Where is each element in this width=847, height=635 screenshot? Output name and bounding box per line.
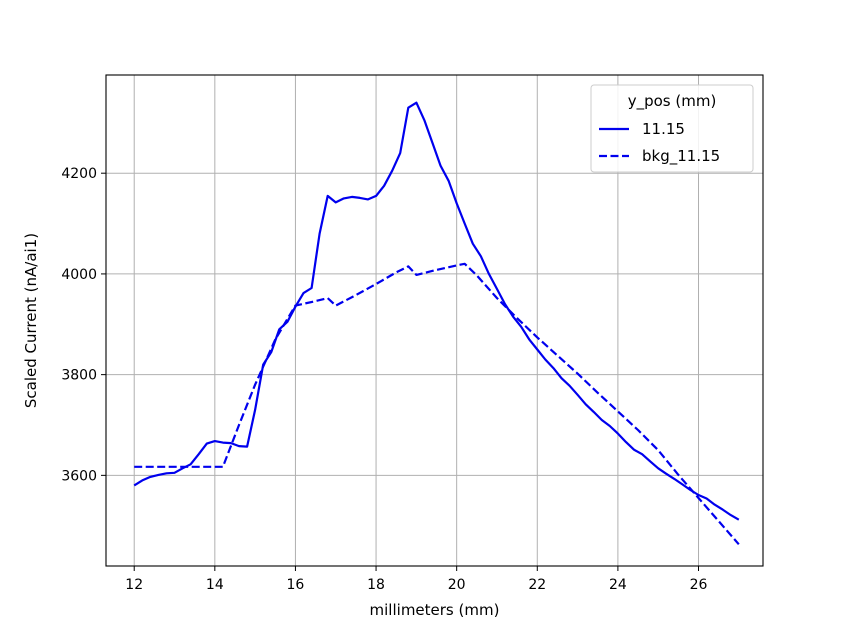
x-tick-label: 24 bbox=[609, 577, 627, 593]
series-lines bbox=[133, 101, 740, 546]
x-tick-label: 12 bbox=[125, 577, 143, 593]
x-tick-label: 18 bbox=[367, 577, 385, 593]
legend-label-0: 11.15 bbox=[642, 120, 685, 138]
legend-title: y_pos (mm) bbox=[628, 92, 717, 111]
y-tick-label: 4200 bbox=[61, 166, 97, 182]
y-axis-label: Scaled Current (nA/ai1) bbox=[22, 233, 40, 408]
series-line-0 bbox=[133, 101, 740, 521]
legend-label-1: bkg_11.15 bbox=[642, 147, 720, 166]
x-axis-label: millimeters (mm) bbox=[370, 601, 500, 619]
x-tick-label: 16 bbox=[287, 577, 305, 593]
axis-ticks: 12 14 16 18 20 22 24 26 3600 3800 4000 4200 bbox=[61, 166, 707, 593]
y-tick-label: 4000 bbox=[61, 267, 97, 283]
y-tick-label: 3800 bbox=[61, 368, 97, 384]
series-line-1 bbox=[134, 262, 740, 546]
plot-frame bbox=[105, 74, 764, 567]
x-tick-label: 14 bbox=[206, 577, 224, 593]
y-tick-label: 3600 bbox=[61, 468, 97, 484]
x-tick-label: 20 bbox=[448, 577, 466, 593]
legend-box bbox=[590, 84, 754, 173]
x-tick-label: 22 bbox=[528, 577, 546, 593]
legend: y_pos (mm) 11.15 bkg_11.15 bbox=[590, 84, 754, 173]
x-tick-label: 26 bbox=[690, 577, 708, 593]
